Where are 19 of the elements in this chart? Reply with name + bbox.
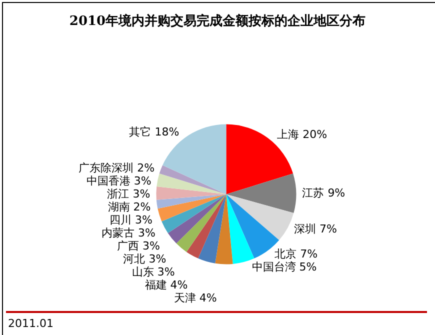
slice-label: 福建 4% <box>144 278 188 292</box>
text: 2011.01 <box>8 317 54 330</box>
slice-label: 其它 18% <box>129 126 180 139</box>
slice-label: 天津 4% <box>174 291 217 304</box>
slice-label: 四川 3% <box>110 213 152 226</box>
slice-label: 深圳 7% <box>294 222 337 236</box>
slice-label: 内蒙古 3% <box>102 226 156 240</box>
chart-title: 2010年境内并购交易完成金额按标的企业地区分布 <box>69 13 366 29</box>
slice-label: 上海 20% <box>277 128 328 142</box>
slice-label: 山东 3% <box>132 265 175 278</box>
slice-label: 广东除深圳 2% <box>78 161 155 174</box>
slice-label: 中国台湾 5% <box>252 260 317 274</box>
slice-label: 湖南 2% <box>108 200 151 214</box>
slice-label: 江苏 9% <box>302 186 346 200</box>
slice-label: 中国香港 3% <box>86 174 152 188</box>
slice-label: 河北 3% <box>123 252 166 266</box>
slice-label: 北京 7% <box>274 247 318 260</box>
slice-label: 浙江 3% <box>107 187 150 200</box>
slice-label: 广西 3% <box>116 239 160 252</box>
